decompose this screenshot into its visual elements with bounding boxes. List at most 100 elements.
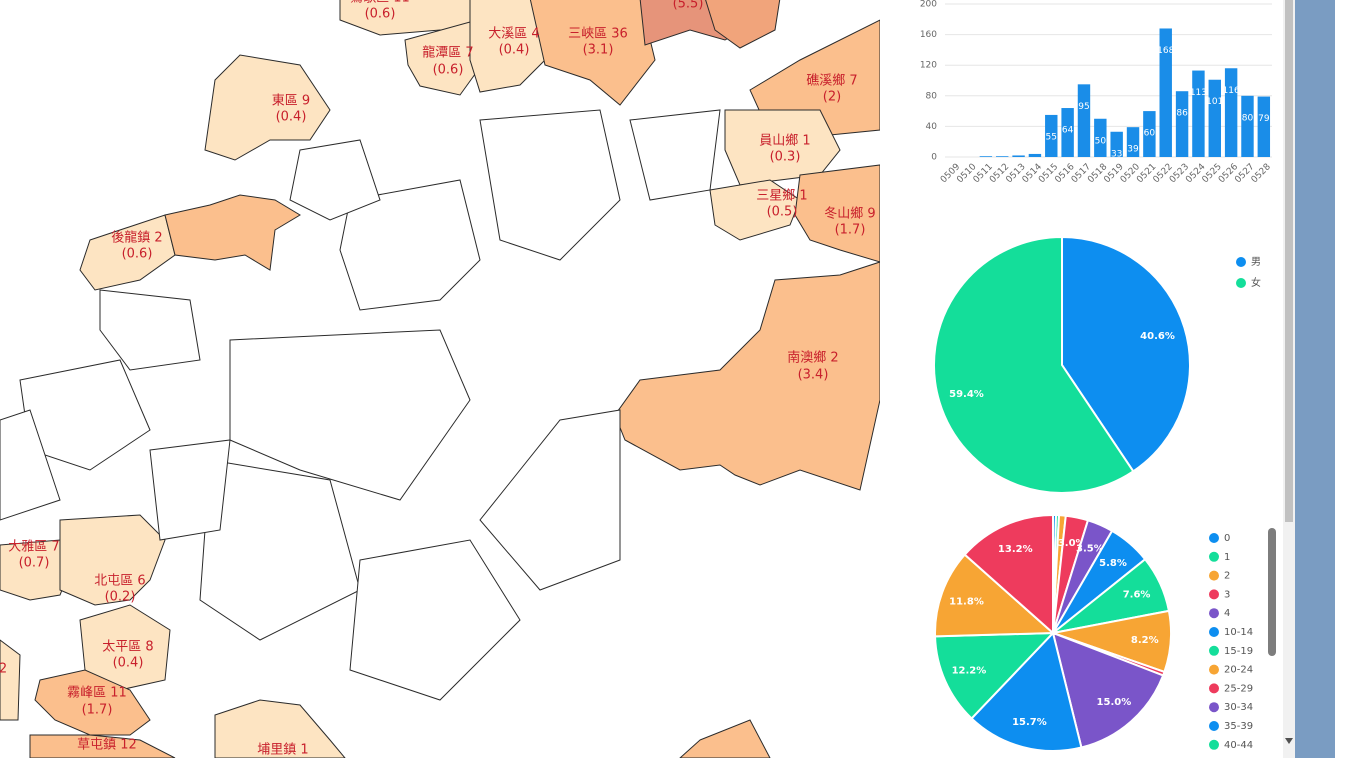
bar-value-label: 116 xyxy=(1223,86,1240,96)
bar xyxy=(1208,79,1221,157)
y-tick-label: 0 xyxy=(931,153,937,163)
slice-label: 12.2% xyxy=(952,665,987,676)
region-label: 大雅區 7 xyxy=(8,540,59,555)
y-tick-label: 120 xyxy=(920,61,937,71)
map-region xyxy=(705,0,781,49)
bar xyxy=(1094,118,1107,157)
bar-value-label: 33 xyxy=(1111,149,1122,159)
map-region xyxy=(214,699,346,758)
bar xyxy=(1077,84,1091,157)
legend-label: 4 xyxy=(1224,608,1230,619)
region-label: 東區 9 xyxy=(272,93,310,109)
legend-swatch xyxy=(1209,702,1219,713)
region-label: 北屯區 6 xyxy=(94,574,145,589)
map-region xyxy=(99,289,201,371)
map-region xyxy=(709,179,801,241)
region-rate: (0.7) xyxy=(19,556,50,571)
slice-label: 15.7% xyxy=(1012,717,1047,728)
map-region xyxy=(164,194,301,271)
legend-swatch xyxy=(1209,683,1219,694)
inner-scroll-thumb[interactable] xyxy=(1268,528,1276,656)
bar-value-label: 86 xyxy=(1176,109,1188,119)
bar-value-label: 101 xyxy=(1206,97,1223,107)
region-label: 三星鄉 1 xyxy=(756,188,807,204)
legend-swatch xyxy=(1209,627,1219,637)
slice-label: 11.8% xyxy=(949,597,984,608)
y-tick-label: 80 xyxy=(926,91,938,101)
map-region xyxy=(479,409,621,591)
map-region xyxy=(149,439,231,541)
legend-label: 20-24 xyxy=(1224,665,1253,676)
map-region xyxy=(34,669,151,736)
region-rate: (0.6) xyxy=(365,7,396,22)
slice-label: 8.2% xyxy=(1131,635,1159,646)
bar xyxy=(1143,111,1156,157)
pie-slice xyxy=(1051,631,1165,749)
region-rate: (2) xyxy=(823,90,841,105)
bar-value-label: 113 xyxy=(1190,88,1207,98)
legend-label: 男 xyxy=(1251,256,1261,268)
bar xyxy=(1159,28,1172,158)
legend-label: 2 xyxy=(1224,571,1230,582)
region-rate: (0.5) xyxy=(767,205,798,220)
map-region xyxy=(479,109,621,261)
bar-value-label: 80 xyxy=(1242,113,1254,123)
map-region xyxy=(204,54,331,161)
map-region xyxy=(614,261,881,491)
y-tick-label: 200 xyxy=(920,0,937,10)
bar xyxy=(979,156,993,157)
region-rate: (0.2) xyxy=(105,590,136,605)
region-label: 草屯鎮 12 xyxy=(77,737,137,753)
side-strip xyxy=(1295,0,1335,758)
region-rate: (0.6) xyxy=(122,247,153,262)
bar-value-label: 55 xyxy=(1046,132,1057,142)
legend-swatch xyxy=(1209,551,1219,562)
region-label: 埔里鎮 1 xyxy=(257,742,308,758)
map: 鶯歌區 11(0.6)龍潭區 7(0.6)大溪區 4(0.4)三峽區 36(3.… xyxy=(0,0,881,758)
pie-slice xyxy=(963,513,1054,636)
pie-slice xyxy=(934,631,1056,720)
legend-swatch xyxy=(1236,278,1246,288)
bar-value-label: 50 xyxy=(1095,136,1107,146)
pie-slice xyxy=(1061,235,1191,473)
map-region xyxy=(199,459,361,641)
bar-value-label: 168 xyxy=(1157,46,1174,56)
legend-swatch xyxy=(1209,664,1219,675)
map-region xyxy=(289,139,381,221)
region-label: 大溪區 4 xyxy=(488,27,539,42)
legend-swatch xyxy=(1209,589,1219,600)
region-label: 礁溪鄉 7 xyxy=(806,73,857,89)
bar xyxy=(1110,131,1123,157)
bar xyxy=(1126,127,1140,157)
legend: 0 1 2 3 4 10-14 15-19 20-24 25-29 30-34 35-39 40-44 xyxy=(1209,533,1253,750)
legend-label: 15-19 xyxy=(1224,646,1253,657)
region-rate: (3.4) xyxy=(798,368,829,383)
y-tick-label: 40 xyxy=(926,122,938,132)
region-label: 後龍鎮 2 xyxy=(111,230,162,246)
legend-label: 30-34 xyxy=(1224,702,1253,713)
legend-swatch xyxy=(1236,257,1246,267)
scroll-arrow[interactable] xyxy=(1285,738,1293,744)
legend-label: 3 xyxy=(1224,589,1230,600)
bar-value-label: 79 xyxy=(1258,114,1270,124)
bar-value-label: 64 xyxy=(1062,126,1074,136)
scroll-thumb[interactable] xyxy=(1285,0,1293,522)
region-label: 員山鄉 1 xyxy=(759,133,810,149)
region-label: 鶯歌區 11 xyxy=(350,0,410,6)
slice-label: 13.2% xyxy=(998,544,1033,555)
legend-label: 女 xyxy=(1251,276,1261,289)
legend-swatch xyxy=(1209,608,1219,619)
slice-label: 7.6% xyxy=(1123,589,1151,600)
region-rate: (0.6) xyxy=(433,63,464,78)
y-tick-label: 160 xyxy=(920,30,937,40)
region-rate: (1.7) xyxy=(82,703,113,718)
region-label: 冬山鄉 9 xyxy=(824,206,875,222)
legend-swatch xyxy=(1209,721,1219,731)
legend-swatch xyxy=(1209,570,1219,581)
legend-swatch xyxy=(1209,645,1219,656)
region-rate: (0.4) xyxy=(499,43,530,58)
bar-value-label: 39 xyxy=(1127,145,1139,155)
bar xyxy=(1192,70,1205,157)
bar-value-label: 60 xyxy=(1144,129,1156,139)
